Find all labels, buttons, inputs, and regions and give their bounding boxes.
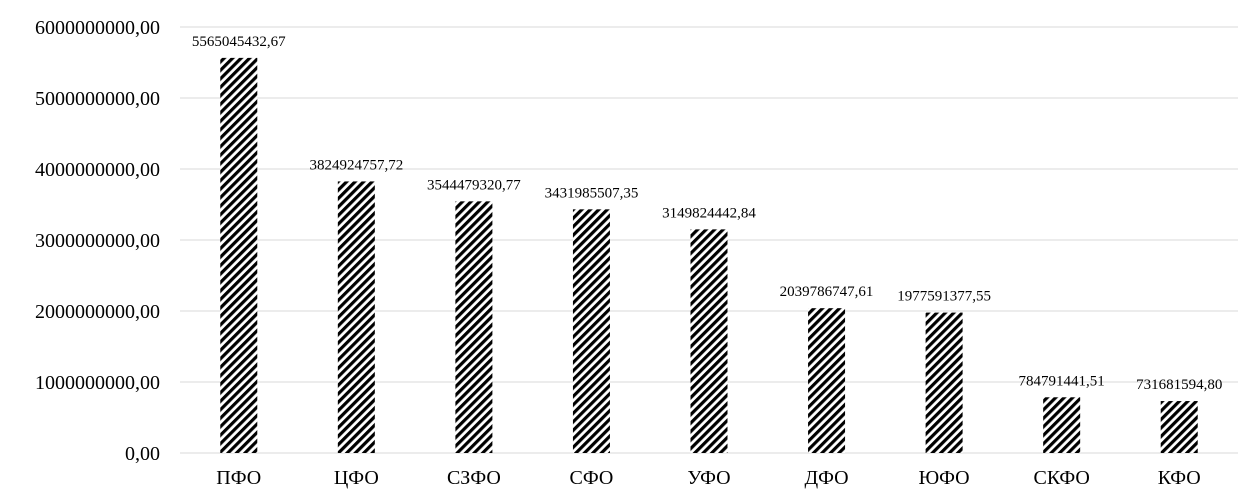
x-tick-label: СФО [570, 467, 614, 489]
x-tick-label: ЦФО [334, 467, 379, 489]
data-label: 1977591377,55 [897, 289, 991, 305]
y-tick-label: 4000000000,00 [35, 159, 160, 181]
y-tick-label: 2000000000,00 [35, 301, 160, 323]
y-tick-label: 6000000000,00 [35, 17, 160, 39]
x-tick-label: ПФО [216, 467, 261, 489]
bar [1160, 401, 1198, 453]
data-label: 3149824442,84 [662, 205, 756, 221]
bar [220, 57, 258, 453]
x-tick-label: КФО [1158, 467, 1201, 489]
y-tick-label: 5000000000,00 [35, 88, 160, 110]
data-labels: 5565045432,67 3824924757,72 3544479320,77 3… [192, 34, 1222, 393]
x-tick-label: СКФО [1034, 467, 1090, 489]
data-label: 3544479320,77 [427, 177, 521, 193]
data-label: 784791441,51 [1019, 373, 1105, 389]
bar [337, 181, 375, 453]
bars [220, 57, 1198, 453]
x-tick-label: ДФО [804, 467, 848, 489]
bar [690, 229, 728, 453]
data-label: 5565045432,67 [192, 34, 286, 50]
data-label: 3824924757,72 [309, 157, 403, 173]
y-tick-label: 0,00 [125, 443, 160, 465]
bar [808, 308, 846, 453]
data-label: 3431985507,35 [545, 185, 639, 201]
data-label: 2039786747,61 [780, 284, 874, 300]
bar [925, 312, 963, 453]
bar [455, 201, 493, 453]
x-tick-label: СЗФО [447, 467, 501, 489]
x-tick-label: ЮФО [919, 467, 970, 489]
bar [1043, 397, 1081, 453]
x-tick-label: УФО [687, 467, 730, 489]
data-label: 731681594,80 [1136, 377, 1222, 393]
bar [572, 209, 610, 453]
y-axis: 0,00 1000000000,00 2000000000,00 3000000000… [35, 17, 160, 465]
x-axis: ПФО ЦФО СЗФО СФО УФО ДФО ЮФО СКФО КФО [216, 467, 1200, 489]
y-tick-label: 3000000000,00 [35, 230, 160, 252]
y-tick-label: 1000000000,00 [35, 372, 160, 394]
